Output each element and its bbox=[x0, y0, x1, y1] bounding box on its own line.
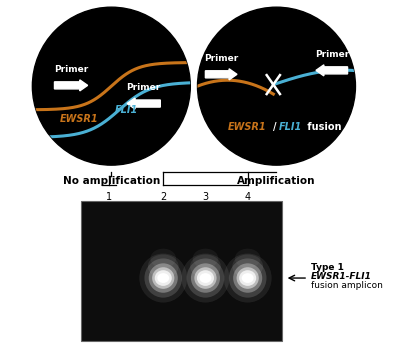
Ellipse shape bbox=[242, 273, 254, 283]
Ellipse shape bbox=[197, 270, 214, 286]
Ellipse shape bbox=[239, 270, 256, 286]
Text: FLI1: FLI1 bbox=[115, 105, 139, 115]
Ellipse shape bbox=[152, 267, 174, 289]
Text: Primer: Primer bbox=[204, 54, 238, 63]
FancyArrow shape bbox=[127, 98, 160, 109]
Text: fusion: fusion bbox=[304, 122, 342, 132]
Ellipse shape bbox=[237, 267, 259, 289]
Ellipse shape bbox=[150, 249, 176, 268]
Text: /: / bbox=[273, 122, 277, 132]
Ellipse shape bbox=[157, 273, 169, 283]
Circle shape bbox=[198, 7, 356, 165]
Ellipse shape bbox=[148, 255, 179, 278]
Text: 4: 4 bbox=[245, 192, 251, 202]
Ellipse shape bbox=[224, 253, 272, 303]
Text: fusion amplicon: fusion amplicon bbox=[310, 281, 382, 290]
Ellipse shape bbox=[187, 258, 224, 298]
Ellipse shape bbox=[232, 255, 263, 278]
Ellipse shape bbox=[194, 267, 216, 289]
Ellipse shape bbox=[155, 270, 172, 286]
FancyArrow shape bbox=[55, 80, 88, 91]
Text: EWSR1: EWSR1 bbox=[228, 122, 266, 132]
Text: Primer: Primer bbox=[126, 84, 161, 93]
Bar bbox=[81, 201, 282, 341]
Text: FLI1: FLI1 bbox=[279, 122, 302, 132]
Ellipse shape bbox=[229, 258, 267, 298]
Text: No amplification: No amplification bbox=[63, 176, 160, 186]
Text: Primer: Primer bbox=[54, 65, 88, 74]
Text: EWSR1-FLI1: EWSR1-FLI1 bbox=[310, 272, 371, 281]
Ellipse shape bbox=[193, 249, 218, 268]
Text: 2: 2 bbox=[160, 192, 166, 202]
Ellipse shape bbox=[149, 264, 178, 293]
Text: 1: 1 bbox=[106, 192, 112, 202]
Ellipse shape bbox=[190, 255, 221, 278]
Text: Primer: Primer bbox=[315, 50, 349, 59]
Text: EWSR1: EWSR1 bbox=[60, 114, 99, 124]
FancyArrow shape bbox=[205, 69, 237, 80]
Text: Amplification: Amplification bbox=[237, 176, 316, 186]
Text: 3: 3 bbox=[202, 192, 209, 202]
Text: Type 1: Type 1 bbox=[310, 264, 344, 272]
Ellipse shape bbox=[145, 258, 182, 298]
Ellipse shape bbox=[191, 264, 220, 293]
Ellipse shape bbox=[139, 253, 187, 303]
Ellipse shape bbox=[182, 253, 229, 303]
Ellipse shape bbox=[233, 264, 262, 293]
Circle shape bbox=[32, 7, 190, 165]
Ellipse shape bbox=[199, 273, 211, 283]
Ellipse shape bbox=[235, 249, 261, 268]
FancyArrow shape bbox=[316, 65, 348, 76]
